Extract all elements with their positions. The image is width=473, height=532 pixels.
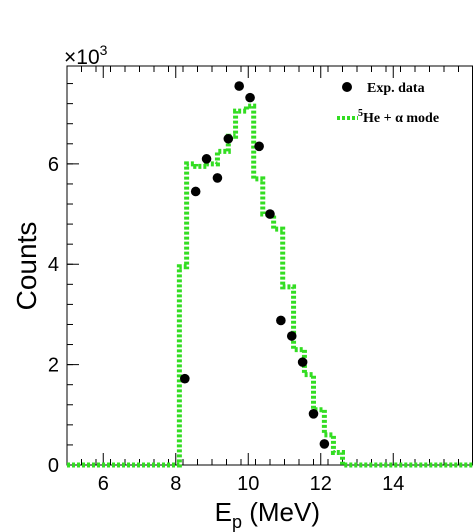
data-point (190, 186, 201, 197)
x-tick-label: 8 (170, 473, 181, 495)
multiplier-label: ×103 (64, 42, 108, 69)
data-point (319, 439, 330, 449)
x-axis-title-sub: p (232, 512, 242, 532)
x-tick-label: 14 (382, 473, 404, 495)
y-axis-label: Counts (11, 222, 42, 311)
data-point (223, 133, 234, 144)
multiplier-exponent: 3 (100, 42, 108, 58)
y-tick-label: 0 (48, 455, 59, 477)
data-point (201, 154, 212, 164)
x-tick-label: 6 (98, 473, 109, 495)
x-axis-title-main: E (215, 497, 232, 527)
data-point (276, 315, 286, 326)
legend: Exp. data 5He + α mode (337, 81, 439, 126)
x-tick-label: 12 (310, 473, 332, 495)
y-tick-label: 4 (48, 254, 59, 276)
data-point (234, 81, 244, 91)
legend-model-label: He + α mode (363, 111, 439, 126)
multiplier-base: ×10 (64, 46, 100, 69)
legend-data-label: Exp. data (367, 81, 425, 96)
model-histogram (67, 103, 473, 468)
x-tick-label: 10 (237, 473, 259, 495)
svg-text:Ep (MeV): Ep (MeV) (215, 497, 320, 532)
y-tick-label: 2 (48, 355, 59, 377)
axis-ticks: 6 8 10 12 14 0 2 4 6 (48, 66, 473, 495)
x-axis-label: Ep (MeV) (215, 497, 320, 532)
data-point (212, 173, 223, 183)
data-point (254, 141, 264, 152)
x-axis-title-unit: (MeV) (242, 497, 320, 527)
y-tick-label: 6 (48, 154, 59, 176)
data-point (286, 331, 297, 341)
data-point (265, 209, 275, 219)
legend-data-marker (342, 82, 352, 92)
svg-text:5He + α mode: 5He + α mode (358, 108, 439, 126)
y-axis-title: Counts (11, 222, 42, 311)
svg-text:×103: ×103 (64, 42, 108, 69)
data-point (297, 357, 308, 367)
data-point (308, 409, 319, 419)
data-points (180, 81, 330, 449)
legend-model-superscript: 5 (358, 108, 363, 119)
model-step-line (67, 103, 473, 468)
data-point (245, 92, 255, 103)
data-point (180, 373, 190, 384)
